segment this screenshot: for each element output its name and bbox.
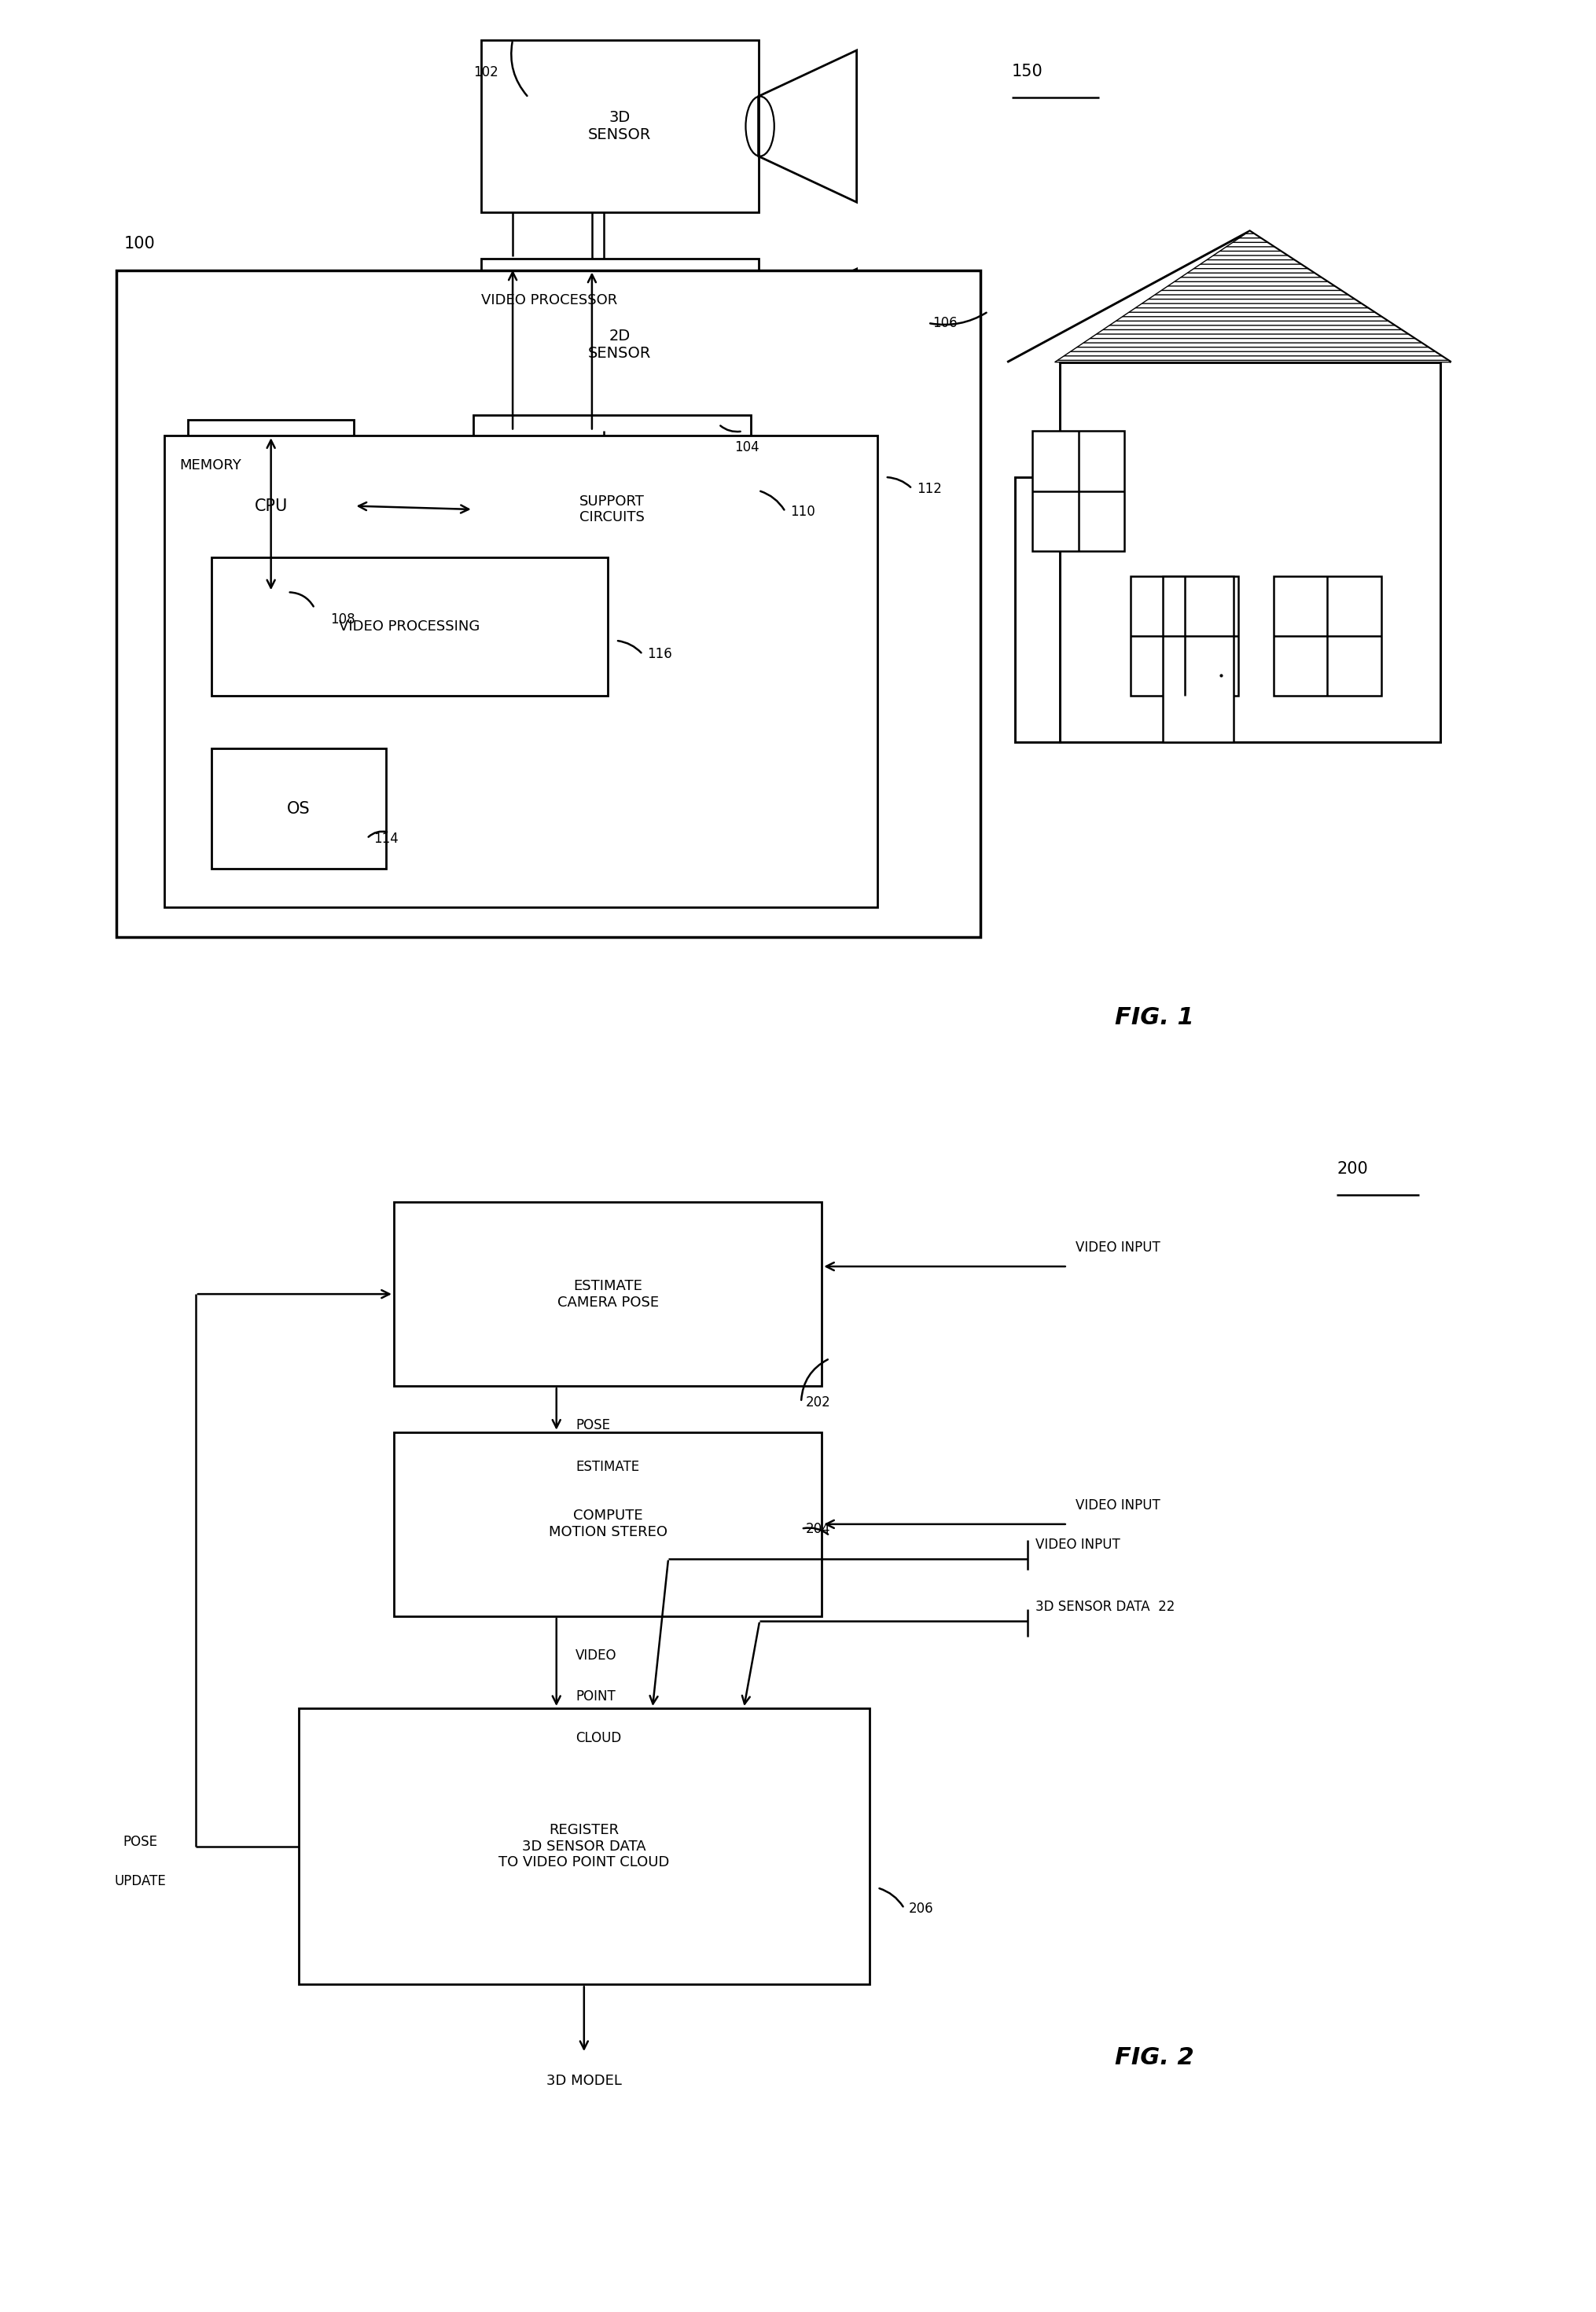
Bar: [212, 749, 386, 869]
Text: 110: 110: [790, 504, 816, 518]
Text: 3D
SENSOR: 3D SENSOR: [587, 111, 651, 143]
Bar: [1060, 363, 1440, 742]
Text: 206: 206: [910, 1900, 934, 1917]
Text: 2D
SENSOR: 2D SENSOR: [587, 328, 651, 361]
Text: VIDEO PROCESSING: VIDEO PROCESSING: [340, 620, 480, 633]
Bar: [480, 39, 758, 213]
Polygon shape: [1055, 231, 1451, 363]
Text: VIDEO: VIDEO: [576, 1648, 616, 1662]
Text: POSE: POSE: [576, 1417, 610, 1433]
Text: 114: 114: [373, 832, 397, 846]
Text: 3D SENSOR DATA  22: 3D SENSOR DATA 22: [1036, 1600, 1175, 1614]
Bar: [117, 271, 980, 936]
Bar: [472, 416, 750, 603]
Text: 108: 108: [330, 613, 356, 627]
Bar: [1033, 430, 1125, 550]
Bar: [188, 421, 354, 592]
Text: VIDEO INPUT: VIDEO INPUT: [1036, 1537, 1120, 1551]
Text: COMPUTE
MOTION STEREO: COMPUTE MOTION STEREO: [549, 1510, 667, 1540]
Bar: [1015, 476, 1060, 742]
Text: 150: 150: [1012, 62, 1044, 79]
Text: ESTIMATE: ESTIMATE: [576, 1459, 640, 1473]
Text: POSE: POSE: [123, 1836, 158, 1850]
Text: ESTIMATE
CAMERA POSE: ESTIMATE CAMERA POSE: [557, 1279, 659, 1309]
Text: VIDEO INPUT: VIDEO INPUT: [1076, 1242, 1160, 1255]
Text: 3D MODEL: 3D MODEL: [546, 2074, 622, 2088]
Text: 106: 106: [932, 317, 958, 331]
Text: SUPPORT
CIRCUITS: SUPPORT CIRCUITS: [579, 495, 645, 525]
Text: CPU: CPU: [254, 497, 287, 513]
Text: VIDEO INPUT: VIDEO INPUT: [1076, 1498, 1160, 1512]
Text: CLOUD: CLOUD: [576, 1732, 621, 1746]
Bar: [480, 259, 758, 430]
Bar: [394, 1202, 822, 1387]
Text: FIG. 1: FIG. 1: [1116, 1006, 1194, 1029]
Text: 102: 102: [472, 65, 498, 79]
Text: 200: 200: [1337, 1161, 1368, 1177]
Text: 204: 204: [806, 1521, 832, 1535]
Bar: [164, 435, 878, 909]
Bar: [1132, 576, 1238, 696]
Text: POINT: POINT: [576, 1690, 616, 1704]
Text: 104: 104: [734, 439, 760, 455]
Text: 116: 116: [648, 647, 672, 661]
Bar: [298, 1709, 870, 1984]
Bar: [1162, 576, 1234, 742]
Bar: [394, 1431, 822, 1616]
Text: REGISTER
3D SENSOR DATA
TO VIDEO POINT CLOUD: REGISTER 3D SENSOR DATA TO VIDEO POINT C…: [498, 1822, 669, 1870]
Text: UPDATE: UPDATE: [115, 1873, 166, 1889]
Text: 112: 112: [916, 481, 942, 495]
Text: 100: 100: [124, 236, 155, 252]
Text: FIG. 2: FIG. 2: [1116, 2046, 1194, 2069]
Bar: [212, 557, 608, 696]
Bar: [1274, 576, 1381, 696]
Text: VIDEO PROCESSOR: VIDEO PROCESSOR: [480, 294, 618, 307]
Text: OS: OS: [287, 800, 310, 816]
Text: MEMORY: MEMORY: [180, 458, 241, 472]
Text: 202: 202: [806, 1394, 832, 1410]
